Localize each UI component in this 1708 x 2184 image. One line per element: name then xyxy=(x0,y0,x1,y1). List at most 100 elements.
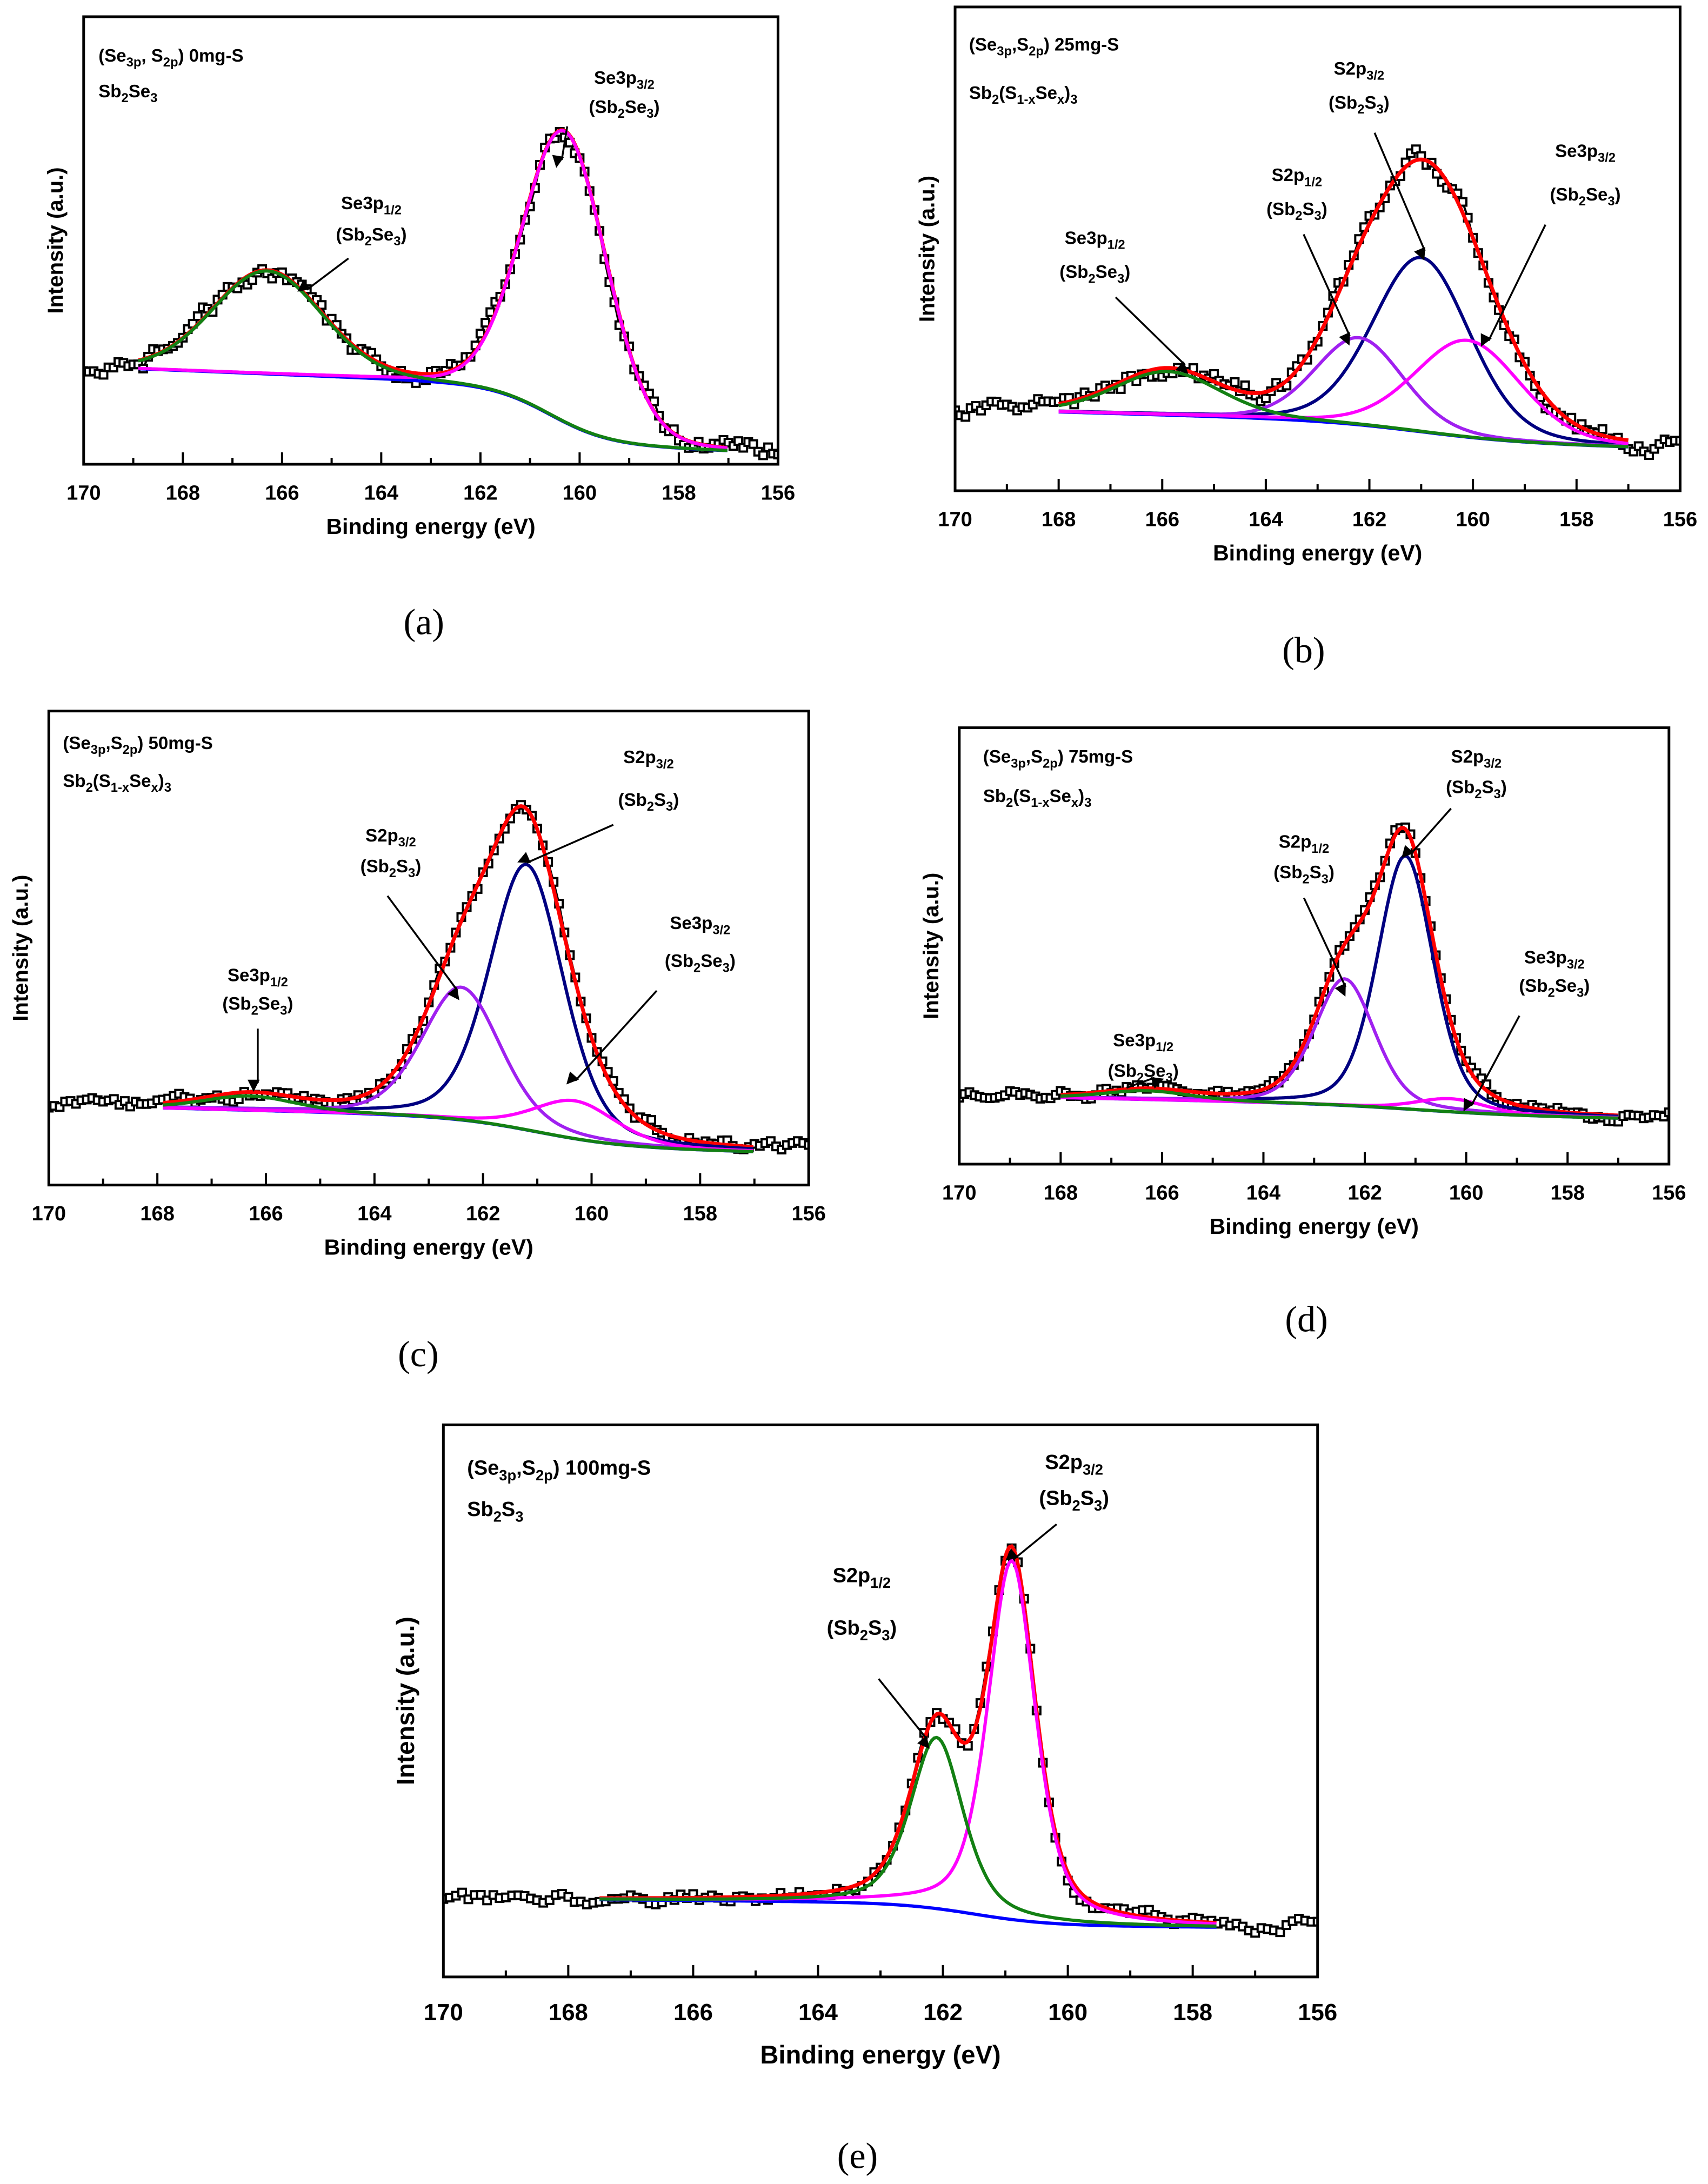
phase-label: (Sb2Se3) xyxy=(1519,976,1590,1000)
x-tick-label: 162 xyxy=(923,1999,963,2026)
phase-label: (Sb2Se3) xyxy=(222,993,293,1018)
sample-label: (Se3p,S2p) 75mg-S xyxy=(983,746,1133,771)
peak-label: Se3p3/2 xyxy=(670,913,730,937)
peak-annotation: S2p3/2 (Sb2S3) xyxy=(1329,58,1426,261)
x-tick-label: 168 xyxy=(140,1203,174,1225)
component-curve-0 xyxy=(599,1558,1217,1926)
x-tick-label: 162 xyxy=(1347,1181,1382,1204)
phase-label: (Sb2S3) xyxy=(827,1617,897,1644)
phase-label: (Sb2S3) xyxy=(618,790,679,814)
panel-caption: (c) xyxy=(398,1333,438,1374)
peak-label: S2p3/2 xyxy=(1045,1451,1103,1478)
x-tick-label: 160 xyxy=(563,482,597,504)
data-point xyxy=(773,450,778,460)
sample-label: (Se3p,S2p) 50mg-S xyxy=(63,733,212,757)
peak-label: S2p1/2 xyxy=(1272,165,1323,189)
data-point xyxy=(457,1887,467,1898)
peak-annotation: S2p3/2 (Sb2S3) xyxy=(517,747,679,864)
x-tick-label: 168 xyxy=(1044,1181,1078,1204)
component-curve-3 xyxy=(1058,370,1629,449)
data-point xyxy=(1312,1916,1318,1927)
x-tick-label: 160 xyxy=(1449,1181,1483,1204)
x-tick-label: 166 xyxy=(265,482,299,504)
x-tick-label: 162 xyxy=(463,482,497,504)
peak-label: S2p3/2 xyxy=(1451,746,1502,771)
data-point xyxy=(1230,377,1240,387)
peak-annotation: S2p3/2 (Sb2S3) xyxy=(1402,746,1507,858)
sample-label: Sb2(S1-xSex)3 xyxy=(63,771,171,795)
panel-e: 170 168 166 164 162 160 158 156 Binding energy (… xyxy=(391,1423,1337,2176)
x-tick-label: 158 xyxy=(662,482,696,504)
envelope-fit-curve xyxy=(1058,157,1629,443)
x-tick-label: 166 xyxy=(1145,508,1179,531)
x-tick-label: 160 xyxy=(1456,508,1490,531)
data-point xyxy=(960,412,971,422)
peak-annotation: S2p3/2 (Sb2S3) xyxy=(1005,1451,1109,1561)
data-point xyxy=(955,405,960,416)
arrow-icon xyxy=(1303,233,1351,346)
peak-annotation: Se3p1/2 (Sb2Se3) xyxy=(1059,228,1189,375)
panel-b: 170 168 166 164 162 160 158 156 Binding energy (… xyxy=(915,5,1697,670)
sample-label: (Se3p,S2p) 100mg-S xyxy=(467,1457,651,1484)
sample-label: Sb2(S1-xSex)3 xyxy=(983,786,1092,810)
arrow-icon xyxy=(517,824,614,864)
data-point xyxy=(1664,1107,1669,1118)
panel-caption: (e) xyxy=(837,2135,878,2176)
peak-label: S2p1/2 xyxy=(1279,832,1330,856)
peak-label: Se3p1/2 xyxy=(1113,1030,1173,1054)
peak-label: Se3p1/2 xyxy=(341,193,402,217)
x-tick-label: 164 xyxy=(1249,508,1283,531)
phase-label: (Sb2S3) xyxy=(1446,777,1507,802)
x-tick-label: 166 xyxy=(249,1203,283,1225)
phase-label: (Sb2S3) xyxy=(1039,1487,1109,1514)
phase-label: (Sb2Se3) xyxy=(589,97,659,121)
x-axis-title: Binding energy (eV) xyxy=(324,1235,533,1260)
peak-annotation: S2p1/2 (Sb2S3) xyxy=(827,1564,930,1749)
peak-annotation: Se3p3/2 (Sb2Se3) xyxy=(1463,947,1590,1112)
sample-label: (Se3p,S2p) 25mg-S xyxy=(969,34,1119,58)
data-point xyxy=(748,439,758,449)
x-tick-label: 156 xyxy=(1663,508,1697,531)
peak-annotation: S2p1/2 (Sb2S3) xyxy=(1266,165,1351,346)
x-axis-title: Binding energy (eV) xyxy=(1213,540,1422,565)
panel-d: 170 168 166 164 162 160 158 156 Binding energy (… xyxy=(919,726,1686,1340)
data-point xyxy=(192,311,203,322)
y-axis-title: Intensity (a.u.) xyxy=(919,873,943,1019)
arrow-icon xyxy=(297,257,349,292)
data-point xyxy=(1209,369,1219,379)
data-point xyxy=(646,1115,656,1125)
x-tick-label: 158 xyxy=(683,1203,717,1225)
data-point xyxy=(98,370,109,380)
data-point xyxy=(481,318,491,328)
y-axis-title: Intensity (a.u.) xyxy=(391,1617,419,1785)
data-point xyxy=(1275,1927,1285,1938)
arrow-icon xyxy=(1463,1015,1520,1112)
component-curve-1 xyxy=(599,1735,1217,1928)
plot-area xyxy=(443,1543,1318,1938)
arrow-icon xyxy=(386,895,459,1000)
envelope-fit-curve xyxy=(599,1544,1217,1925)
x-tick-label: 164 xyxy=(364,482,398,504)
phase-label: (Sb2S3) xyxy=(1329,92,1390,117)
component-curve-2 xyxy=(163,1098,753,1153)
phase-label: (Sb2S3) xyxy=(1266,199,1327,223)
x-tick-label: 170 xyxy=(424,1999,463,2026)
x-tick-label: 170 xyxy=(66,482,101,504)
component-curve-3 xyxy=(163,1094,753,1153)
peak-label: S2p3/2 xyxy=(623,747,674,771)
x-tick-label: 164 xyxy=(1246,1181,1280,1204)
peak-label: Se3p1/2 xyxy=(1065,228,1125,252)
x-tick-label: 156 xyxy=(1652,1181,1686,1204)
peak-annotation: Se3p3/2 (Sb2Se3) xyxy=(552,68,659,168)
peak-annotation: Se3p3/2 (Sb2Se3) xyxy=(1480,141,1621,347)
phase-label: (Sb2Se3) xyxy=(665,951,736,975)
x-tick-label: 162 xyxy=(466,1203,500,1225)
data-point xyxy=(317,300,327,310)
peak-label: Se3p1/2 xyxy=(228,965,288,990)
data-point xyxy=(1675,436,1680,446)
x-tick-label: 156 xyxy=(791,1203,825,1225)
phase-label: (Sb2S3) xyxy=(1273,862,1335,886)
envelope-fit-curve xyxy=(162,804,753,1149)
peak-annotation: Se3p3/2 (Sb2Se3) xyxy=(566,913,736,1085)
sample-label: (Se3p, S2p) 0mg-S xyxy=(98,45,243,70)
